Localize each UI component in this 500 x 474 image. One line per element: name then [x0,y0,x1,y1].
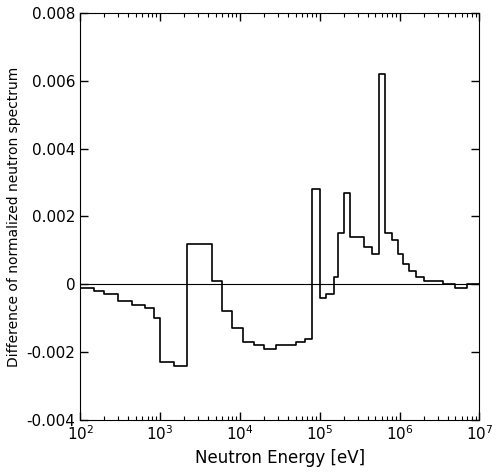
X-axis label: Neutron Energy [eV]: Neutron Energy [eV] [194,449,365,467]
Y-axis label: Difference of normalized neutron spectrum: Difference of normalized neutron spectru… [7,66,21,366]
